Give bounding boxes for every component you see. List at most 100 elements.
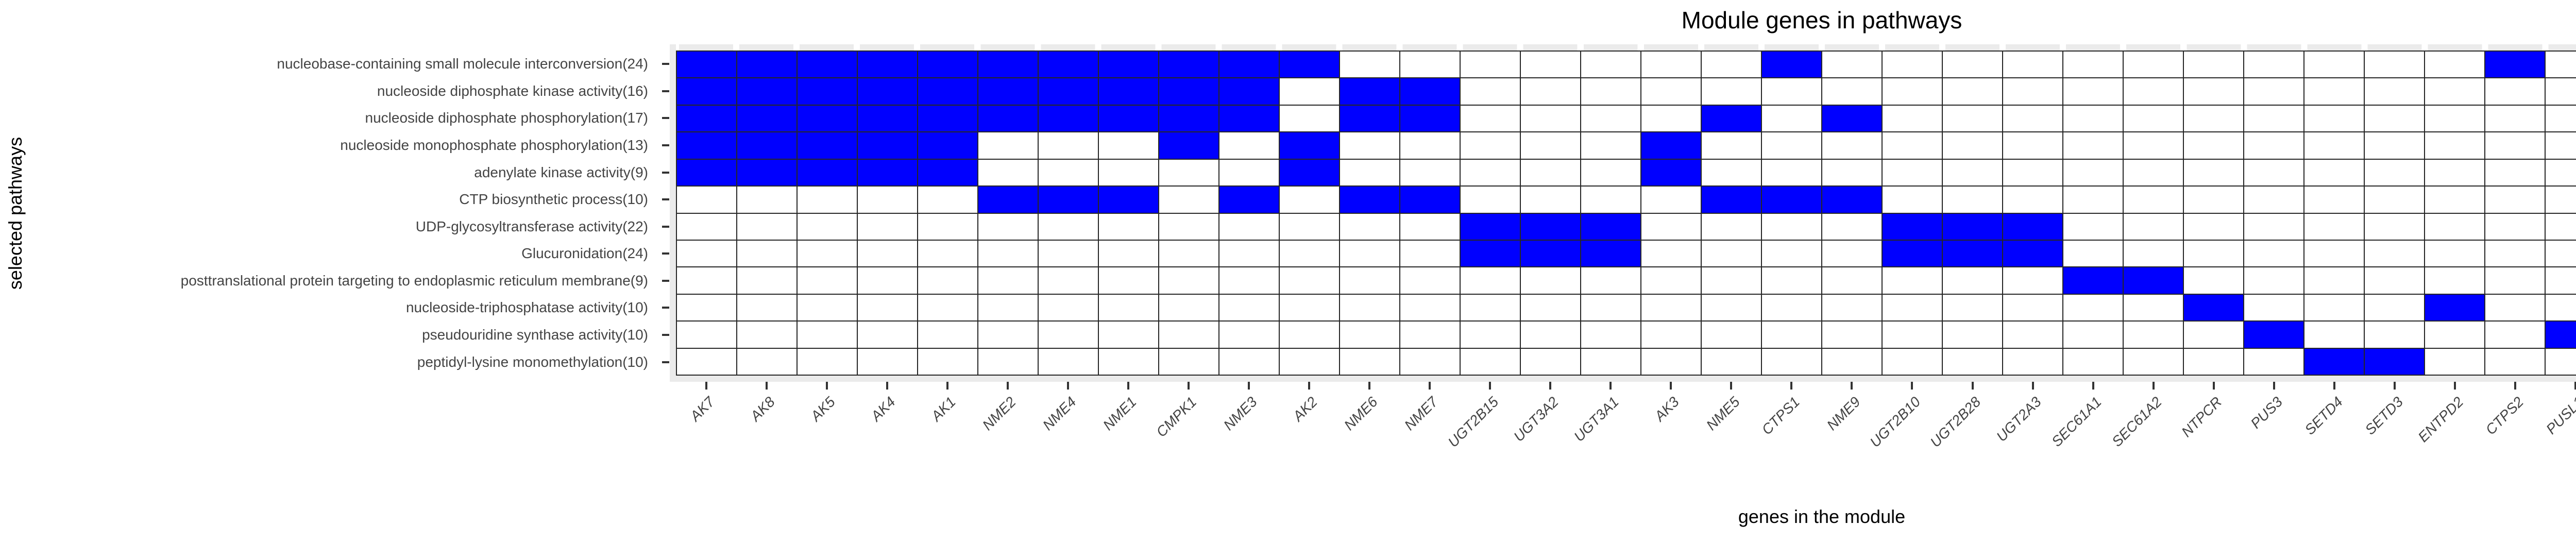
heatmap-cell — [2304, 240, 2364, 267]
heatmap-cell — [2425, 322, 2484, 348]
heatmap-cell — [2485, 348, 2545, 375]
x-tick-slot — [1098, 382, 1158, 390]
heatmap-cell — [2184, 187, 2243, 213]
heatmap-cell — [677, 187, 736, 213]
heatmap-cell — [1159, 267, 1218, 294]
heatmap-cell — [918, 78, 977, 105]
x-tick — [886, 382, 888, 390]
heatmap-cell — [858, 294, 917, 321]
heatmap-cell — [2124, 240, 2183, 267]
heatmap-cell — [918, 322, 977, 348]
x-tick — [1730, 382, 1733, 390]
heatmap-cell — [1219, 322, 1279, 348]
heatmap-cell — [1400, 132, 1460, 159]
heatmap-cell — [1340, 105, 1399, 132]
panel-top-margin — [676, 44, 2576, 50]
x-tick-slot — [917, 382, 977, 390]
heatmap-cell — [2124, 213, 2183, 240]
heatmap-cell — [2304, 187, 2364, 213]
heatmap-cell — [1400, 159, 1460, 186]
heatmap-cell — [2365, 240, 2424, 267]
heatmap-cell — [2485, 159, 2545, 186]
heatmap-cell — [2304, 294, 2364, 321]
heatmap-cell — [1461, 159, 1520, 186]
heatmap-cell — [677, 105, 736, 132]
heatmap-cell — [1039, 322, 1098, 348]
heatmap-cell — [1762, 52, 1821, 78]
heatmap-cell — [1461, 132, 1520, 159]
y-tick — [662, 334, 669, 336]
x-ticks — [676, 382, 2576, 390]
heatmap-cell — [1099, 322, 1158, 348]
heatmap-cell — [2063, 213, 2123, 240]
heatmap-cell — [2365, 78, 2424, 105]
heatmap-cell — [2063, 105, 2123, 132]
heatmap-cell — [2124, 78, 2183, 105]
heatmap-cell — [2003, 78, 2062, 105]
heatmap-cell — [1883, 267, 1942, 294]
heatmap-cell — [858, 105, 917, 132]
heatmap-cell — [978, 78, 1038, 105]
heatmap-cell — [2003, 322, 2062, 348]
x-tick-label: AK5 — [807, 394, 838, 425]
x-tick — [1489, 382, 1492, 390]
heatmap-cell — [1883, 52, 1942, 78]
heatmap-cell — [1762, 159, 1821, 186]
heatmap-cell — [2184, 213, 2243, 240]
y-tick-slot — [662, 78, 669, 105]
heatmap-cell — [1521, 322, 1580, 348]
x-tick-label: CTPS1 — [1758, 394, 1803, 438]
x-tick — [825, 382, 828, 390]
heatmap-cell — [1943, 348, 2002, 375]
heatmap-cell — [1943, 78, 2002, 105]
heatmap-cell — [1159, 322, 1218, 348]
heatmap-cell — [1883, 105, 1942, 132]
y-tick-label: peptidyl-lysine monomethylation(10) — [417, 353, 648, 370]
heatmap-cell — [858, 159, 917, 186]
x-tick-slot — [1701, 382, 1761, 390]
heatmap-cell — [1039, 52, 1098, 78]
heatmap-cell — [1340, 294, 1399, 321]
x-tick-slot — [1460, 382, 1520, 390]
heatmap-cell — [1822, 213, 1882, 240]
y-tick-slot — [662, 159, 669, 186]
heatmap-cell — [2003, 159, 2062, 186]
heatmap-cell — [858, 267, 917, 294]
heatmap-cell — [2304, 132, 2364, 159]
heatmap-cell — [2063, 159, 2123, 186]
x-tick-slot — [2183, 382, 2244, 390]
heatmap-cell — [2304, 267, 2364, 294]
x-tick-label: NME7 — [1401, 394, 1442, 433]
heatmap-cell — [2546, 78, 2576, 105]
x-tick — [2152, 382, 2155, 390]
heatmap-cell — [798, 78, 857, 105]
heatmap-cell — [1581, 52, 1640, 78]
x-tick-slot — [1038, 382, 1098, 390]
heatmap-cell — [1762, 78, 1821, 105]
heatmap-cell — [1280, 105, 1339, 132]
x-tick-slot — [1641, 382, 1701, 390]
x-tick-slot — [2123, 382, 2183, 390]
x-tick-label: AK7 — [687, 394, 718, 425]
heatmap-cell — [1641, 132, 1701, 159]
heatmap-cell — [2244, 187, 2303, 213]
heatmap-cell — [978, 294, 1038, 321]
heatmap-cell — [2003, 52, 2062, 78]
heatmap-cell — [918, 159, 977, 186]
heatmap-cell — [2365, 132, 2424, 159]
heatmap-cell — [1400, 322, 1460, 348]
heatmap-cell — [677, 240, 736, 267]
heatmap-cell — [1461, 294, 1520, 321]
heatmap-grid — [676, 50, 2576, 376]
heatmap-cell — [1400, 294, 1460, 321]
heatmap-cell — [1159, 159, 1218, 186]
heatmap-cell — [1702, 132, 1761, 159]
heatmap-cell — [2003, 187, 2062, 213]
heatmap-cell — [798, 105, 857, 132]
y-tick-label: nucleobase-containing small molecule int… — [277, 56, 648, 72]
heatmap-cell — [1461, 78, 1520, 105]
heatmap-cell — [1219, 159, 1279, 186]
y-tick — [662, 225, 669, 228]
y-tick — [662, 117, 669, 120]
heatmap-cell — [1340, 213, 1399, 240]
